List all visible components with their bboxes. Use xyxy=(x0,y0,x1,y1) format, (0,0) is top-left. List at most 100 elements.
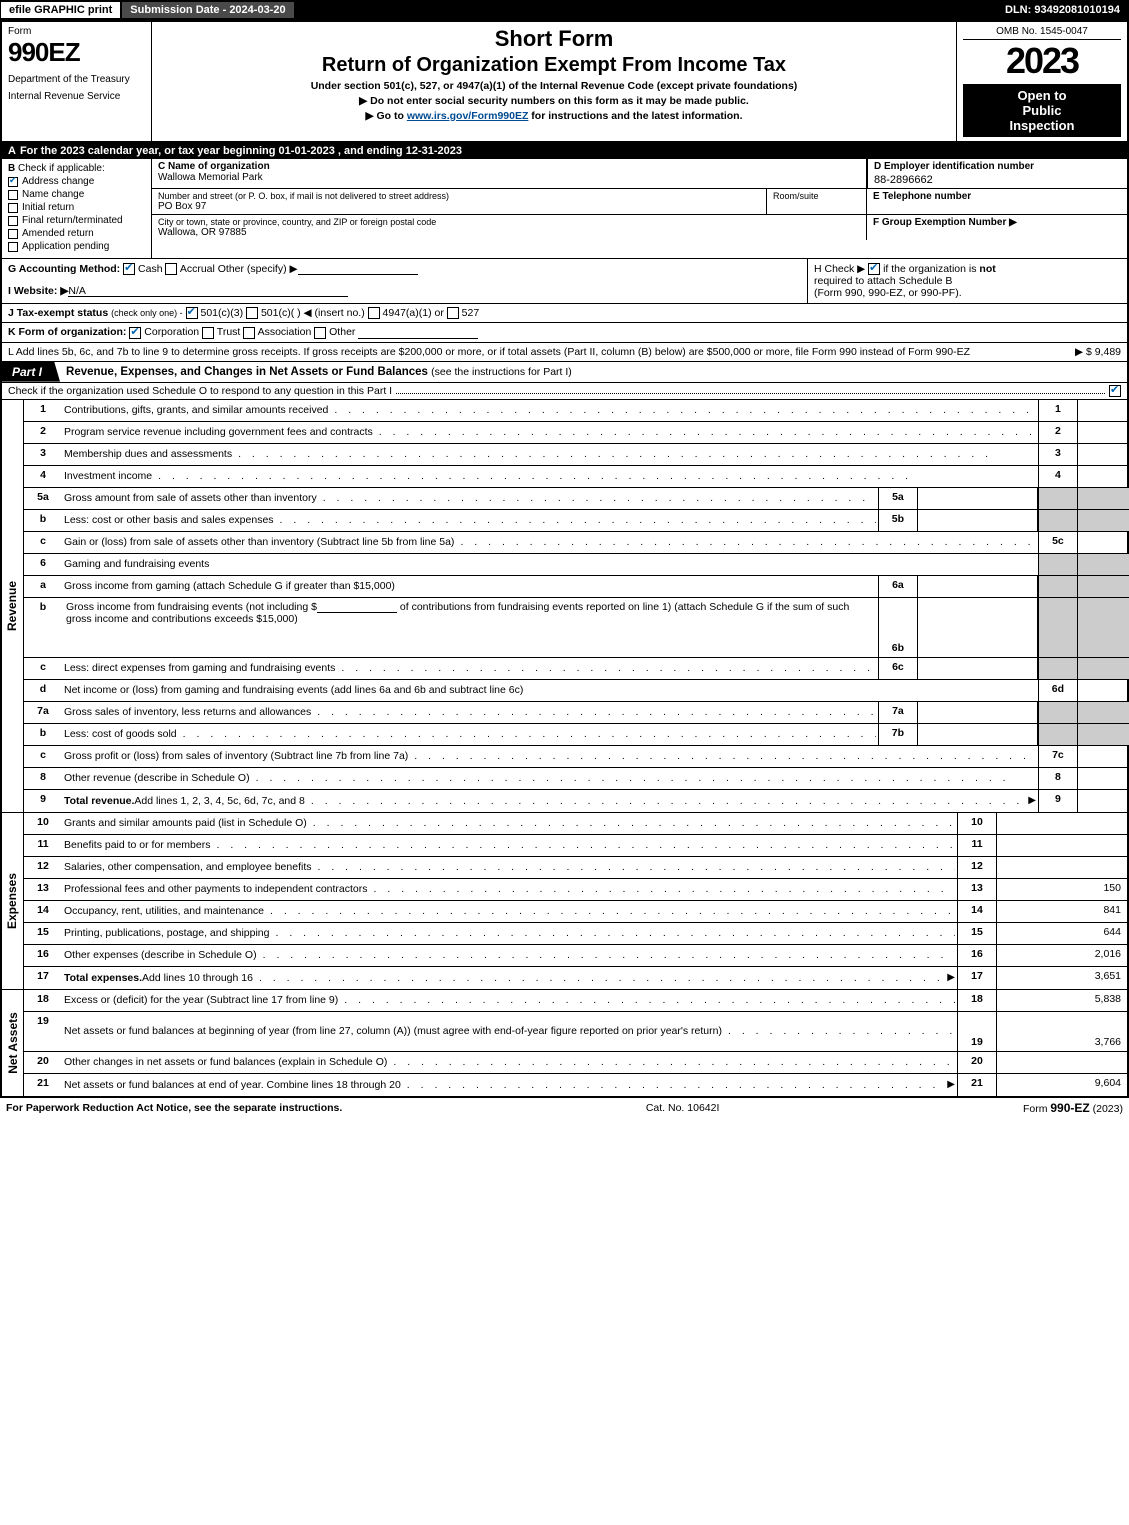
dots: . . . . . . . . . . . . . . . . . . . . … xyxy=(408,750,1036,762)
line-7a: 7aGross sales of inventory, less returns… xyxy=(24,702,1129,724)
dots: . . . . . . . . . . . . . . . . . . . . … xyxy=(368,883,955,895)
sn6c: 6c xyxy=(878,658,918,679)
l19-desc: Net assets or fund balances at beginning… xyxy=(64,1025,722,1037)
row-gh: G Accounting Method: Cash Accrual Other … xyxy=(2,259,1127,304)
rn5a-shade xyxy=(1038,488,1078,509)
rn7c: 7c xyxy=(1038,746,1078,767)
sv6c xyxy=(918,658,1038,679)
rv5b-shade xyxy=(1078,510,1129,531)
top-bar: efile GRAPHIC print Submission Date - 20… xyxy=(0,0,1129,20)
l6b-pre: Gross income from fundraising events (no… xyxy=(66,601,317,613)
lbl-trust: Trust xyxy=(217,326,241,338)
line-17: 17Total expenses. Add lines 10 through 1… xyxy=(24,967,1127,989)
n19: 19 xyxy=(24,1012,62,1051)
n2: 2 xyxy=(24,422,62,443)
cb-527[interactable] xyxy=(447,307,459,319)
line-10: 10Grants and similar amounts paid (list … xyxy=(24,813,1127,835)
cb-cash[interactable] xyxy=(123,263,135,275)
open-line3: Inspection xyxy=(965,118,1119,133)
rn1: 1 xyxy=(1038,400,1078,421)
part-1-header: Part I Revenue, Expenses, and Changes in… xyxy=(2,362,1127,383)
rn7a-shade xyxy=(1038,702,1078,723)
dots: . . . . . . . . . . . . . . . . . . . . … xyxy=(311,706,876,718)
dots: . . . . . . . . . . . . . . . . . . . . … xyxy=(305,795,1028,807)
cb-schedule-b[interactable] xyxy=(868,263,880,275)
l17-desc-b: Add lines 10 through 16 xyxy=(142,972,253,984)
fr-post: (2023) xyxy=(1090,1103,1123,1115)
n6d: d xyxy=(24,680,62,701)
cb-final-return[interactable] xyxy=(8,216,18,226)
cb-accrual[interactable] xyxy=(165,263,177,275)
line-7b: bLess: cost of goods sold. . . . . . . .… xyxy=(24,724,1129,746)
cb-4947[interactable] xyxy=(368,307,380,319)
sn6a: 6a xyxy=(878,576,918,597)
dots: . . . . . . . . . . . . . . . . . . . . … xyxy=(722,1025,955,1037)
dots: . . . . . . . . . . . . . . . . . . . . … xyxy=(307,817,955,829)
dots: . . . . . . . . . . . . . . . . . . . . … xyxy=(232,448,1036,460)
omb-number: OMB No. 1545-0047 xyxy=(963,26,1121,40)
cb-corporation[interactable] xyxy=(129,327,141,339)
rn5b-shade xyxy=(1038,510,1078,531)
rn17: 17 xyxy=(957,967,997,989)
n6a: a xyxy=(24,576,62,597)
l-value: ▶ $ 9,489 xyxy=(1021,346,1121,358)
dots: . . . . . . . . . . . . . . . . . . . . … xyxy=(253,972,947,984)
row-h: H Check ▶ if the organization is not req… xyxy=(807,259,1127,303)
rn6-shade xyxy=(1038,554,1078,575)
header-right: OMB No. 1545-0047 2023 Open to Public In… xyxy=(957,22,1127,141)
cell-room: Room/suite xyxy=(767,189,867,214)
cb-501c3[interactable] xyxy=(186,307,198,319)
v2 xyxy=(1078,422,1129,443)
cb-application-pending[interactable] xyxy=(8,242,18,252)
sn7a: 7a xyxy=(878,702,918,723)
lbl-application-pending: Application pending xyxy=(22,241,109,252)
sn7b: 7b xyxy=(878,724,918,745)
sv6a xyxy=(918,576,1038,597)
v6d xyxy=(1078,680,1129,701)
v9: 9,489 xyxy=(1078,790,1129,812)
submission-date-button[interactable]: Submission Date - 2024-03-20 xyxy=(122,2,295,18)
cb-name-change[interactable] xyxy=(8,190,18,200)
b-title: Check if applicable: xyxy=(18,163,105,174)
dots: . . . . . . . . . . . . . . . . . . . . … xyxy=(328,404,1036,416)
g-label: G Accounting Method: xyxy=(8,263,120,275)
cb-trust[interactable] xyxy=(202,327,214,339)
l18-desc: Excess or (deficit) for the year (Subtra… xyxy=(64,994,338,1006)
j-label: J Tax-exempt status xyxy=(8,307,108,319)
n11: 11 xyxy=(24,835,62,856)
line-2: 2Program service revenue including gover… xyxy=(24,422,1129,444)
section-bcdef: B Check if applicable: Address change Na… xyxy=(2,159,1127,259)
cb-initial-return[interactable] xyxy=(8,203,18,213)
rn18: 18 xyxy=(957,990,997,1011)
lbl-501c: 501(c)( ) ◀ (insert no.) xyxy=(261,307,365,319)
other-method-blank xyxy=(298,263,418,275)
dots: . . . . . . . . . . . . . . . . . . . . … xyxy=(177,728,876,740)
revenue-side-label: Revenue xyxy=(2,400,24,812)
efile-print-button[interactable]: efile GRAPHIC print xyxy=(1,2,122,18)
v10 xyxy=(997,813,1127,834)
rn7b-shade xyxy=(1038,724,1078,745)
form-header: Form 990EZ Department of the Treasury In… xyxy=(2,22,1127,143)
cb-501c[interactable] xyxy=(246,307,258,319)
n20: 20 xyxy=(24,1052,62,1073)
tel-label: E Telephone number xyxy=(873,191,1121,202)
l21-desc: Net assets or fund balances at end of ye… xyxy=(64,1079,401,1091)
footer-right: Form 990-EZ (2023) xyxy=(1023,1101,1123,1115)
cb-address-change[interactable] xyxy=(8,177,18,187)
v14: 841 xyxy=(997,901,1127,922)
city-label: City or town, state or province, country… xyxy=(158,217,860,227)
row-g: G Accounting Method: Cash Accrual Other … xyxy=(2,259,807,303)
cb-association[interactable] xyxy=(243,327,255,339)
n7b: b xyxy=(24,724,62,745)
lbl-final-return: Final return/terminated xyxy=(22,215,123,226)
cb-schedule-o[interactable] xyxy=(1109,385,1121,397)
rn6c-shade xyxy=(1038,658,1078,679)
cb-amended-return[interactable] xyxy=(8,229,18,239)
line-6d: dNet income or (loss) from gaming and fu… xyxy=(24,680,1129,702)
i-label: I Website: ▶ xyxy=(8,285,68,297)
irs-link[interactable]: www.irs.gov/Form990EZ xyxy=(407,110,529,122)
rn12: 12 xyxy=(957,857,997,878)
cb-other-org[interactable] xyxy=(314,327,326,339)
row-k: K Form of organization: Corporation Trus… xyxy=(2,323,1127,342)
rn3: 3 xyxy=(1038,444,1078,465)
